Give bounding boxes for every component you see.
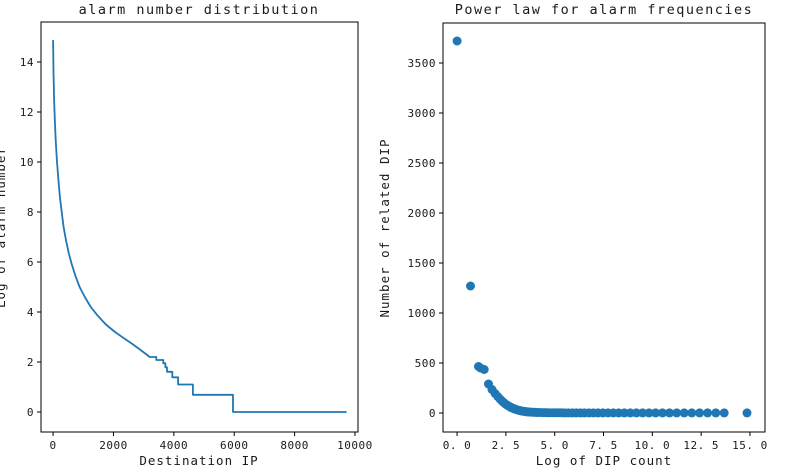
y-axis-label: Log of alarm number xyxy=(0,146,8,308)
x-axis-label: Destination IP xyxy=(139,453,258,468)
chart-title: Power law for alarm frequencies xyxy=(455,2,753,18)
y-tick-label: 0 xyxy=(27,406,34,419)
y-tick-label: 10 xyxy=(20,156,34,169)
scatter-point xyxy=(651,408,661,418)
x-tick-label: 2. 5 xyxy=(492,439,521,452)
scatter-point xyxy=(644,408,654,418)
chart-alarm-distribution: 0 2000 4000 6000 8000 10000 0 2 4 6 8 10 12 14 alarm … xyxy=(0,2,373,468)
x-tick-label: 15. 0 xyxy=(732,439,768,452)
line-series xyxy=(52,39,347,413)
scatter-point xyxy=(452,36,462,46)
scatter-point xyxy=(679,408,689,418)
x-tick-label: 10000 xyxy=(337,439,373,452)
y-tick-label: 8 xyxy=(27,206,34,219)
x-tick-label: 10. 0 xyxy=(635,439,671,452)
y-tick-label: 6 xyxy=(27,256,34,269)
y-tick-label: 500 xyxy=(415,357,436,370)
x-tick-label: 12. 5 xyxy=(683,439,719,452)
scatter-point xyxy=(631,408,641,418)
x-axis-label: Log of DIP count xyxy=(536,453,672,468)
scatter-point xyxy=(711,408,721,418)
y-tick-label: 1000 xyxy=(408,307,437,320)
chart-title: alarm number distribution xyxy=(79,2,320,18)
scatter-point xyxy=(665,408,674,418)
plot-border xyxy=(40,21,359,433)
y-tick-label: 2500 xyxy=(408,157,437,170)
x-tick-label: 0 xyxy=(50,439,57,452)
x-tick-label: 2000 xyxy=(99,439,128,452)
y-tick-label: 2 xyxy=(27,356,34,369)
scatter-point xyxy=(695,408,705,418)
scatter-point xyxy=(638,408,648,418)
x-tick-label: 7. 5 xyxy=(589,439,618,452)
y-tick-label: 4 xyxy=(27,306,34,319)
plot-border xyxy=(442,22,766,433)
y-tick-label: 12 xyxy=(20,106,34,119)
scatter-point xyxy=(479,365,489,374)
y-tick-label: 3000 xyxy=(408,107,437,120)
scatter-point xyxy=(672,408,682,418)
x-tick-label: 5. 0 xyxy=(540,439,569,452)
x-tick-label: 4000 xyxy=(160,439,189,452)
x-tick-label: 0. 0 xyxy=(443,439,472,452)
y-tick-label: 0 xyxy=(429,407,436,420)
y-tick-label: 14 xyxy=(20,56,34,69)
x-tick-label: 6000 xyxy=(220,439,249,452)
scatter-point xyxy=(742,408,752,418)
chart-power-law: 0. 0 2. 5 5. 0 7. 5 10. 0 12. 5 15. 0 0 500 1000 1… xyxy=(377,2,768,468)
y-tick-label: 2000 xyxy=(408,207,437,220)
y-tick-label: 1500 xyxy=(408,257,437,270)
scatter-point xyxy=(658,408,667,418)
y-axis-label: Number of related DIP xyxy=(377,138,392,317)
scatter-point xyxy=(703,408,713,418)
x-tick-label: 8000 xyxy=(280,439,309,452)
scatter-point xyxy=(687,408,697,418)
scatter-point xyxy=(719,408,729,418)
scatter-point xyxy=(466,281,475,291)
y-tick-label: 3500 xyxy=(408,57,437,70)
